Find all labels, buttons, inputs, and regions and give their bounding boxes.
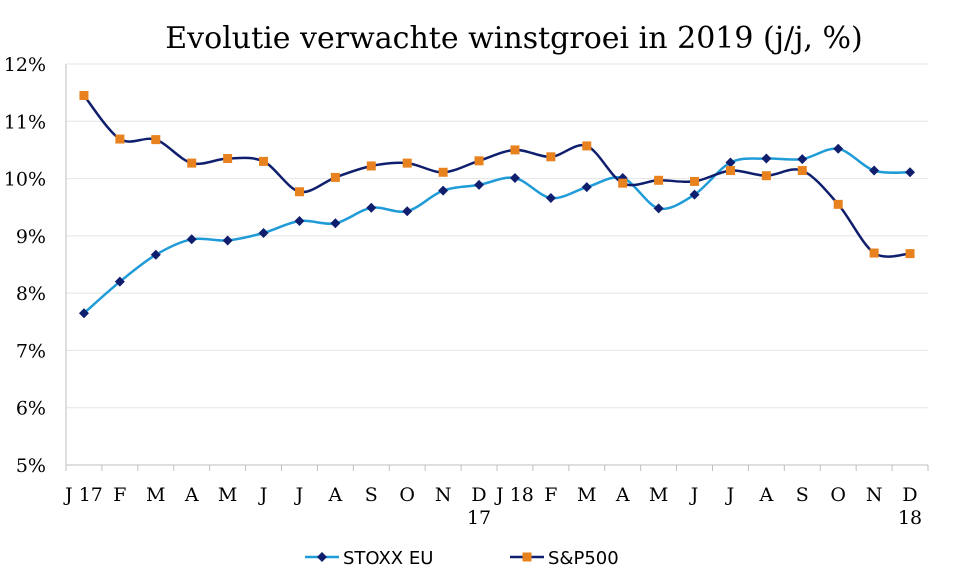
data-point [725,166,735,176]
data-point [618,178,628,188]
data-point [187,158,197,168]
data-point [690,176,700,186]
data-point [79,91,89,101]
y-tick-label: 6% [16,398,46,420]
data-point [761,171,771,181]
data-point [761,153,772,164]
y-tick-label: 12% [4,54,46,76]
data-point [330,172,340,182]
x-tick-label: M [218,484,237,506]
x-tick-label: J [294,484,304,506]
y-tick-label: 11% [4,111,46,133]
x-tick-label: J [689,484,699,506]
data-point [223,154,233,164]
x-tick-label: 18 [898,507,922,529]
series-line [83,94,911,258]
x-tick-label: A [615,484,630,506]
data-point [474,179,485,190]
x-tick-label: O [830,484,846,506]
x-tick-label: J 17 [63,484,103,506]
data-point [402,206,413,217]
data-point [258,227,269,238]
legend-marker [522,552,532,562]
data-point [546,152,556,162]
x-tick-label: A [328,484,343,506]
x-tick-label: A [184,484,199,506]
data-point [833,143,844,154]
data-point [581,182,592,193]
data-point [797,154,808,165]
x-tick-label: S [796,484,809,506]
data-point [294,215,305,226]
data-point [438,167,448,177]
data-point [869,248,879,258]
data-point [654,175,664,185]
series-line [83,147,911,315]
series-stoxx-eu [78,143,916,319]
legend-item-stoxx-eu: STOXX EU [305,548,433,569]
y-tick-label: 5% [16,455,46,477]
x-tick-label: N [866,484,883,506]
y-tick-label: 8% [16,283,46,305]
data-point [797,166,807,176]
data-point [689,189,700,200]
data-point [474,156,484,166]
legend-item-s-p500: S&P500 [510,548,619,569]
data-point [438,185,449,196]
data-point [653,203,664,214]
data-point [833,199,843,209]
x-tick-label: J [258,484,268,506]
data-point [294,187,304,197]
x-tick-label: M [649,484,668,506]
gridlines [66,63,928,409]
x-tick-label: M [577,484,596,506]
y-axis-ticks: 5% 6% 7% 8% 9% 10% 11% 12% [4,54,46,477]
data-point [510,145,520,155]
data-point [509,172,520,183]
data-point [366,202,377,213]
chart-title: Evolutie verwachte winstgroei in 2019 (j… [165,21,862,56]
x-tick-label: F [544,484,557,506]
data-point [582,141,592,151]
data-point [366,161,376,171]
series-layer [78,91,916,319]
y-tick-label: 9% [16,226,46,248]
data-point [222,235,233,246]
legend-label: STOXX EU [343,548,433,569]
legend-label: S&P500 [548,548,619,569]
data-point [545,193,556,204]
x-tick-label: F [113,484,126,506]
legend: STOXX EU S&P500 [305,548,619,569]
x-tick-label: 17 [467,507,491,529]
data-point [725,157,736,168]
data-point [905,167,916,178]
y-tick-label: 10% [4,169,46,191]
x-tick-label: O [399,484,415,506]
x-tick-label: D [902,484,917,506]
legend-marker [317,552,327,562]
x-tick-label: S [365,484,378,506]
data-point [905,249,915,259]
data-point [259,156,269,166]
x-tick-label: D [471,484,486,506]
x-tick-label: A [759,484,774,506]
axes [65,64,929,471]
data-point [151,135,161,145]
series-s-p500 [79,91,915,259]
data-point [402,158,412,168]
data-point [115,134,125,144]
x-tick-label: N [435,484,452,506]
y-tick-label: 7% [16,340,46,362]
data-point [330,218,341,229]
x-tick-label: M [146,484,165,506]
data-point [78,308,89,319]
data-point [150,249,161,260]
data-point [186,234,197,245]
x-tick-label: J 18 [494,484,534,506]
data-point [869,165,880,176]
x-tick-label: J [725,484,735,506]
data-point [114,276,125,287]
